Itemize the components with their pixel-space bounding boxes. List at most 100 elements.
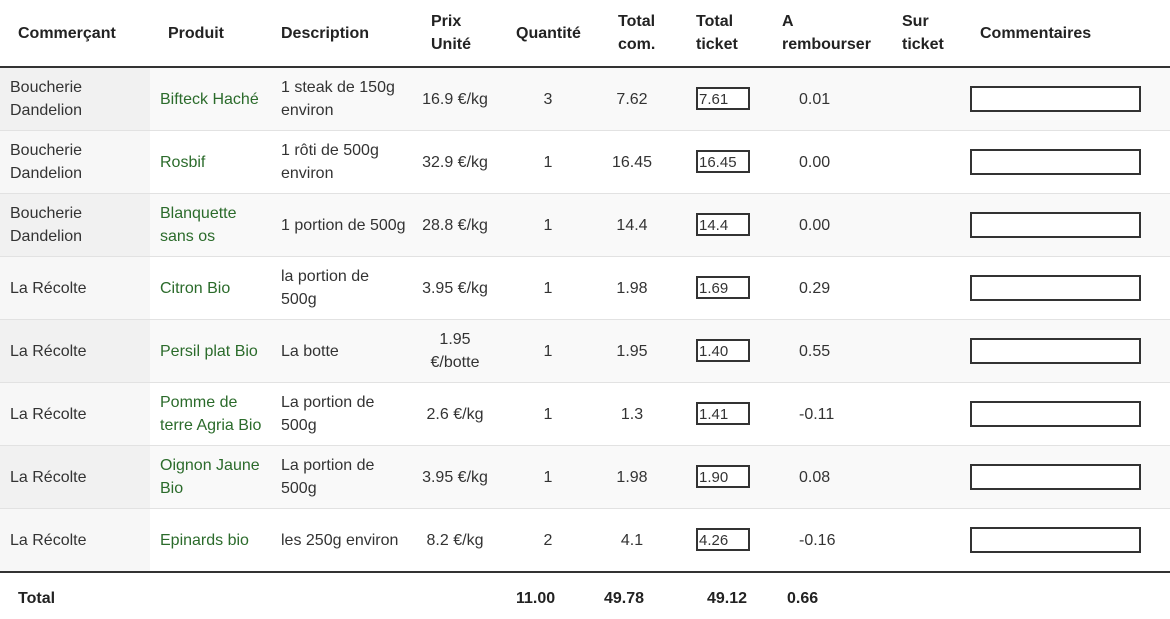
refund-cell: 0.08 [773,445,893,509]
on-ticket-cell [893,319,978,383]
ticket-total-input[interactable] [696,528,750,551]
refund-cell: -0.16 [773,508,893,572]
total-label: Total [0,571,150,619]
ticket-total-input[interactable] [696,213,750,236]
ticket-cell [696,445,773,509]
table-row: La Récolte Epinards bio les 250g environ 8.… [0,508,1170,572]
merchant-cell: La Récolte [0,256,150,320]
total-ticket: 49.12 [696,571,773,619]
merchant-cell: La Récolte [0,445,150,509]
product-link[interactable]: Persil plat Bio [160,342,258,360]
product-cell: Persil plat Bio [150,319,273,383]
header-total-order: Total com. [586,0,696,68]
comment-cell [970,508,1170,572]
description-cell: 1 steak de 150g environ [273,67,408,131]
unit-price-cell: 32.9 €/kg [408,130,510,194]
ticket-total-input[interactable] [696,402,750,425]
ticket-total-input[interactable] [696,339,750,362]
total-order-cell: 16.45 [586,130,696,194]
comment-input[interactable] [970,86,1141,112]
unit-price-cell: 28.8 €/kg [408,193,510,257]
unit-price-cell: 8.2 €/kg [408,508,510,572]
table-row: Boucherie Dandelion Rosbif 1 rôti de 500g … [0,130,1170,194]
comment-input[interactable] [970,149,1141,175]
total-refund: 0.66 [773,571,893,619]
total-order-cell: 14.4 [586,193,696,257]
product-link[interactable]: Blanquette sans os [160,205,237,245]
product-link[interactable]: Citron Bio [160,279,231,297]
comment-input[interactable] [970,212,1141,238]
product-link[interactable]: Pomme de terre Agria Bio [160,394,262,434]
description-cell: La portion de 500g [273,382,408,446]
comment-input[interactable] [970,464,1141,490]
quantity-cell: 1 [510,382,586,446]
comment-cell [970,256,1170,320]
on-ticket-cell [893,445,978,509]
comment-cell [970,130,1170,194]
on-ticket-cell [893,256,978,320]
ticket-cell [696,508,773,572]
table-row: Boucherie Dandelion Bifteck Haché 1 steak … [0,67,1170,131]
quantity-cell: 1 [510,319,586,383]
ticket-cell [696,67,773,131]
header-comments: Commentaires [978,0,1170,68]
unit-price-cell: 16.9 €/kg [408,67,510,131]
on-ticket-cell [893,130,978,194]
total-order-cell: 1.3 [586,382,696,446]
refund-cell: 0.00 [773,130,893,194]
unit-price-cell: 1.95 €/botte [408,319,510,383]
quantity-cell: 3 [510,67,586,131]
comment-input[interactable] [970,527,1141,553]
total-order-cell: 4.1 [586,508,696,572]
ticket-cell [696,319,773,383]
description-cell: 1 rôti de 500g environ [273,130,408,194]
total-order-cell: 1.98 [586,256,696,320]
quantity-cell: 1 [510,256,586,320]
product-link[interactable]: Bifteck Haché [160,90,259,108]
quantity-cell: 2 [510,508,586,572]
on-ticket-cell [893,382,978,446]
table-footer: Total 11.00 49.78 49.12 0.66 [0,571,1170,619]
product-link[interactable]: Oignon Jaune Bio [160,457,260,497]
refund-cell: 0.01 [773,67,893,131]
comment-input[interactable] [970,401,1141,427]
table-row: La Récolte Persil plat Bio La botte 1.95 €/… [0,319,1170,383]
total-order: 49.78 [586,571,696,619]
merchant-cell: La Récolte [0,382,150,446]
description-cell: La portion de 500g [273,445,408,509]
description-cell: les 250g environ [273,508,408,572]
refund-cell: 0.55 [773,319,893,383]
refund-cell: 0.00 [773,193,893,257]
unit-price-cell: 3.95 €/kg [408,445,510,509]
merchant-cell: La Récolte [0,319,150,383]
ticket-total-input[interactable] [696,465,750,488]
unit-price-cell: 3.95 €/kg [408,256,510,320]
ticket-cell [696,193,773,257]
on-ticket-cell [893,508,978,572]
ticket-cell [696,130,773,194]
quantity-cell: 1 [510,130,586,194]
table-row: La Récolte Oignon Jaune Bio La portion de … [0,445,1170,509]
product-link[interactable]: Epinards bio [160,531,249,549]
comment-cell [970,319,1170,383]
quantity-cell: 1 [510,193,586,257]
quantity-cell: 1 [510,445,586,509]
refund-cell: -0.11 [773,382,893,446]
table-row: Boucherie Dandelion Blanquette sans os 1 p… [0,193,1170,257]
header-description: Description [273,0,408,68]
ticket-total-input[interactable] [696,276,750,299]
comment-input[interactable] [970,275,1141,301]
ticket-total-input[interactable] [696,150,750,173]
comment-cell [970,382,1170,446]
product-cell: Epinards bio [150,508,273,572]
comment-input[interactable] [970,338,1141,364]
merchant-cell: La Récolte [0,508,150,572]
product-link[interactable]: Rosbif [160,153,206,171]
ticket-total-input[interactable] [696,87,750,110]
refund-cell: 0.29 [773,256,893,320]
product-cell: Blanquette sans os [150,193,273,257]
on-ticket-cell [893,193,978,257]
table-row: La Récolte Pomme de terre Agria Bio La por… [0,382,1170,446]
product-cell: Rosbif [150,130,273,194]
